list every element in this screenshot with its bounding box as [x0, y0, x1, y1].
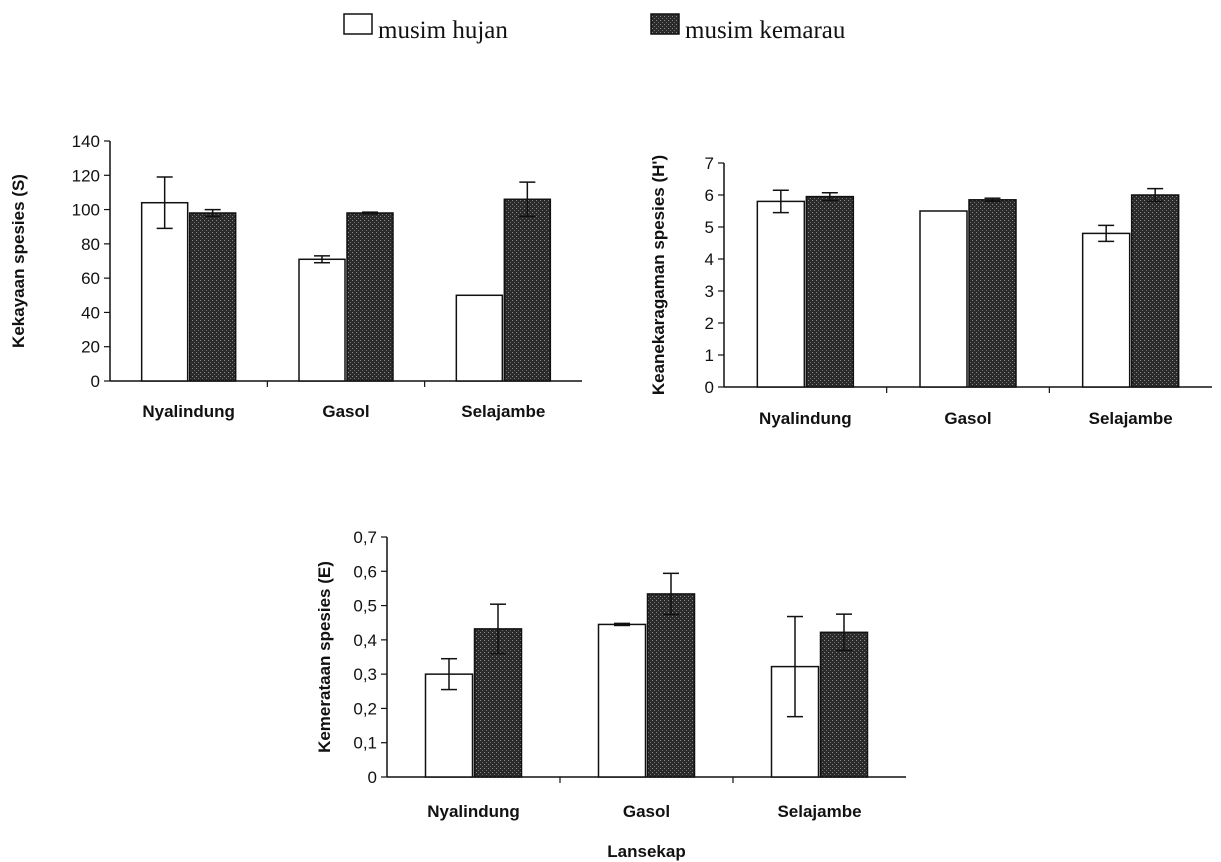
bar-musim-hujan-nyalindung — [756, 200, 806, 388]
legend-label-musim-hujan: musim hujan — [378, 17, 508, 44]
y-tick-label: 0,4 — [353, 631, 377, 650]
y-axis-label: Kemerataan spesies (E) — [315, 561, 334, 753]
bar-musim-hujan-gasol — [597, 623, 647, 778]
category-label-gasol: Gasol — [944, 409, 991, 428]
chart-kemerataan-spesies: 0 0,1 0,2 0,3 0,4 0,5 0,6 0,7 Nyalindung Gasol Sel… — [315, 528, 906, 861]
error-bar-musim-hujan-selajambe — [1098, 224, 1115, 243]
bar-musim-hujan-nyalindung — [424, 673, 474, 778]
y-tick-label: 0 — [705, 378, 714, 397]
error-bar-musim-hujan-nyalindung — [772, 189, 789, 214]
bar-musim-hujan-gasol — [919, 210, 968, 388]
bar-musim-kemarau-nyalindung — [805, 195, 855, 388]
y-tick-label: 100 — [72, 201, 100, 220]
y-tick-label: 6 — [705, 186, 714, 205]
y-tick-label: 140 — [72, 132, 100, 151]
error-bar-musim-hujan-nyalindung — [441, 657, 457, 691]
category-label-selajambe: Selajambe — [461, 402, 545, 421]
error-bar-musim-kemarau-nyalindung — [490, 603, 506, 655]
y-tick-label: 1 — [705, 346, 714, 365]
error-bar-musim-kemarau-nyalindung — [821, 192, 838, 202]
y-tick-label: 0 — [368, 768, 377, 787]
x-axis-label: Lansekap — [607, 842, 685, 861]
category-label-nyalindung: Nyalindung — [759, 409, 852, 428]
bar-musim-hujan-selajambe — [1081, 232, 1131, 388]
y-tick-label: 2 — [705, 314, 714, 333]
bar-musim-kemarau-selajambe — [503, 198, 552, 382]
category-label-selajambe: Selajambe — [1089, 409, 1173, 428]
bar-musim-kemarau-gasol — [968, 199, 1017, 388]
chart-keanekaragaman-spesies: 0 1 2 3 4 5 6 7 Nyalindung Gasol Selajambe Keanekar… — [649, 154, 1212, 428]
error-bar-musim-hujan-gasol — [614, 622, 630, 627]
error-bar-musim-hujan-nyalindung — [156, 176, 173, 230]
legend-swatch-musim-hujan — [343, 13, 373, 35]
error-bar-musim-kemarau-selajambe — [519, 181, 536, 218]
bar-musim-kemarau-nyalindung — [188, 212, 237, 382]
error-bar-musim-kemarau-gasol — [362, 211, 378, 215]
y-tick-label: 40 — [81, 303, 100, 322]
y-tick-label: 20 — [81, 338, 100, 357]
y-axis-label: Keanekaragaman spesies (H') — [649, 155, 668, 395]
error-bar-musim-hujan-selajambe — [787, 615, 803, 718]
y-tick-label: 0,5 — [353, 597, 377, 616]
y-tick-label: 7 — [705, 154, 714, 173]
error-bar-musim-kemarau-gasol — [663, 572, 679, 616]
y-tick-label: 0,7 — [353, 528, 377, 547]
legend-label-musim-kemarau: musim kemarau — [685, 17, 846, 44]
error-bar-musim-kemarau-gasol — [984, 197, 1001, 203]
legend: musim hujan musim kemarau — [343, 13, 846, 44]
category-label-gasol: Gasol — [623, 802, 670, 821]
bar-musim-kemarau-gasol — [346, 212, 394, 382]
y-tick-label: 120 — [72, 166, 100, 185]
y-axis-label: Kekayaan spesies (S) — [9, 174, 28, 348]
legend-swatch-musim-kemarau — [650, 13, 680, 35]
y-tick-label: 0 — [91, 372, 100, 391]
category-label-gasol: Gasol — [322, 402, 369, 421]
category-label-selajambe: Selajambe — [777, 802, 861, 821]
y-tick-label: 0,1 — [353, 734, 377, 753]
y-tick-label: 80 — [81, 235, 100, 254]
error-bar-musim-hujan-gasol — [314, 255, 330, 264]
y-tick-label: 60 — [81, 269, 100, 288]
category-label-nyalindung: Nyalindung — [427, 802, 520, 821]
error-bar-musim-kemarau-selajambe — [836, 613, 852, 652]
bar-musim-kemarau-gasol — [646, 593, 696, 778]
chart-kekayaan-spesies: 0 20 40 60 80 100 120 140 Nyalindung Gasol Selajam… — [9, 132, 582, 421]
y-tick-label: 0,3 — [353, 665, 377, 684]
y-tick-label: 0,6 — [353, 562, 377, 581]
bar-musim-hujan-gasol — [298, 258, 346, 382]
bar-musim-hujan-selajambe — [455, 294, 504, 382]
bar-musim-hujan-nyalindung — [140, 201, 189, 382]
y-tick-label: 0,2 — [353, 699, 377, 718]
y-tick-label: 3 — [705, 282, 714, 301]
category-label-nyalindung: Nyalindung — [142, 402, 235, 421]
error-bar-musim-kemarau-selajambe — [1147, 187, 1164, 203]
y-tick-label: 5 — [705, 218, 714, 237]
y-tick-label: 4 — [705, 250, 714, 269]
bar-musim-kemarau-selajambe — [1130, 194, 1180, 388]
error-bar-musim-kemarau-nyalindung — [204, 208, 221, 218]
bar-musim-kemarau-selajambe — [819, 631, 869, 778]
